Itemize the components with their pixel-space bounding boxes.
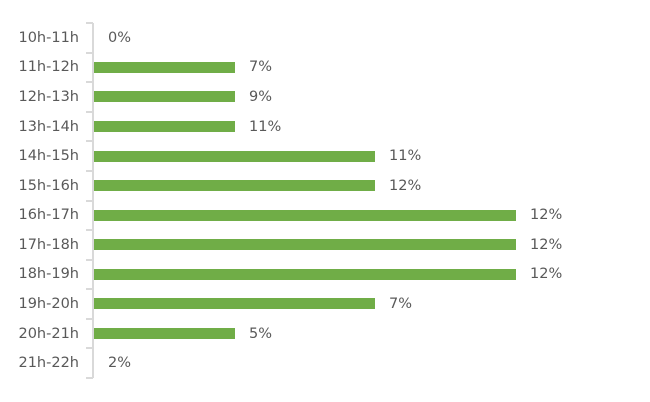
bar-zone: 7%	[94, 59, 272, 75]
value-label: 12%	[530, 236, 563, 253]
category-label: 21h-22h	[18, 355, 79, 372]
bar	[94, 298, 375, 310]
bar-zone: 0%	[94, 30, 131, 46]
chart-row: 19h-20h 7%	[0, 289, 650, 319]
value-label: 11%	[389, 148, 422, 165]
chart-row: 16h-17h 12%	[0, 200, 650, 230]
bar	[94, 121, 235, 133]
bar-zone: 12%	[94, 237, 562, 253]
category-label: 14h-15h	[18, 148, 79, 165]
axis-tick	[86, 22, 93, 24]
axis-tick	[86, 169, 93, 172]
chart-row: 11h-12h 7%	[0, 53, 650, 83]
bar-zone: 2%	[94, 355, 131, 371]
bar-zone: 9%	[94, 89, 272, 105]
chart-row: 14h-15h 11%	[0, 141, 650, 171]
y-axis-line	[92, 23, 94, 378]
bar	[94, 61, 235, 73]
bar-zone: 12%	[94, 266, 562, 282]
chart-row: 20h-21h 5%	[0, 319, 650, 349]
bar-zone: 5%	[94, 326, 272, 342]
value-label: 7%	[249, 59, 273, 76]
category-label: 19h-20h	[18, 295, 79, 312]
chart-row: 10h-11h 0%	[0, 23, 650, 53]
chart-row: 15h-16h 12%	[0, 171, 650, 201]
bar-zone: 12%	[94, 178, 421, 194]
value-label: 12%	[389, 177, 422, 194]
axis-tick	[86, 288, 93, 291]
bar	[94, 209, 516, 221]
axis-tick	[86, 199, 93, 202]
bar	[94, 268, 516, 280]
chart-row: 21h-22h 2%	[0, 348, 650, 378]
category-label: 11h-12h	[18, 59, 79, 76]
axis-tick	[86, 347, 93, 350]
category-label: 13h-14h	[18, 118, 79, 135]
axis-tick	[86, 51, 93, 54]
bar-zone: 7%	[94, 296, 412, 312]
axis-tick	[86, 258, 93, 261]
value-label: 11%	[249, 118, 282, 135]
axis-tick	[86, 140, 93, 143]
chart-row: 17h-18h 12%	[0, 230, 650, 260]
axis-tick	[86, 317, 93, 320]
value-label: 12%	[530, 207, 563, 224]
value-label: 2%	[108, 355, 132, 372]
category-label: 10h-11h	[18, 29, 79, 46]
value-label: 7%	[389, 295, 413, 312]
bar	[94, 150, 375, 162]
value-label: 12%	[530, 266, 563, 283]
bar	[94, 91, 235, 103]
category-label: 15h-16h	[18, 177, 79, 194]
chart-row: 12h-13h 9%	[0, 82, 650, 112]
axis-tick	[86, 110, 93, 113]
category-label: 18h-19h	[18, 266, 79, 283]
axis-tick	[86, 377, 93, 379]
value-label: 5%	[249, 325, 273, 342]
bar-zone: 11%	[94, 148, 421, 164]
value-label: 0%	[108, 29, 132, 46]
category-label: 17h-18h	[18, 236, 79, 253]
axis-tick	[86, 81, 93, 84]
category-label: 20h-21h	[18, 325, 79, 342]
bar-zone: 11%	[94, 119, 281, 135]
chart-row: 13h-14h 11%	[0, 112, 650, 142]
category-label: 16h-17h	[18, 207, 79, 224]
axis-tick	[86, 229, 93, 232]
value-label: 9%	[249, 88, 273, 105]
chart-row: 18h-19h 12%	[0, 260, 650, 290]
category-label: 12h-13h	[18, 88, 79, 105]
chart-rows: 10h-11h 0% 11h-12h 7% 12h-13h 9% 13h-14h 11% 14h…	[0, 23, 650, 378]
bar	[94, 180, 375, 192]
bar	[94, 239, 516, 251]
bar	[94, 328, 235, 340]
bar-zone: 12%	[94, 207, 562, 223]
